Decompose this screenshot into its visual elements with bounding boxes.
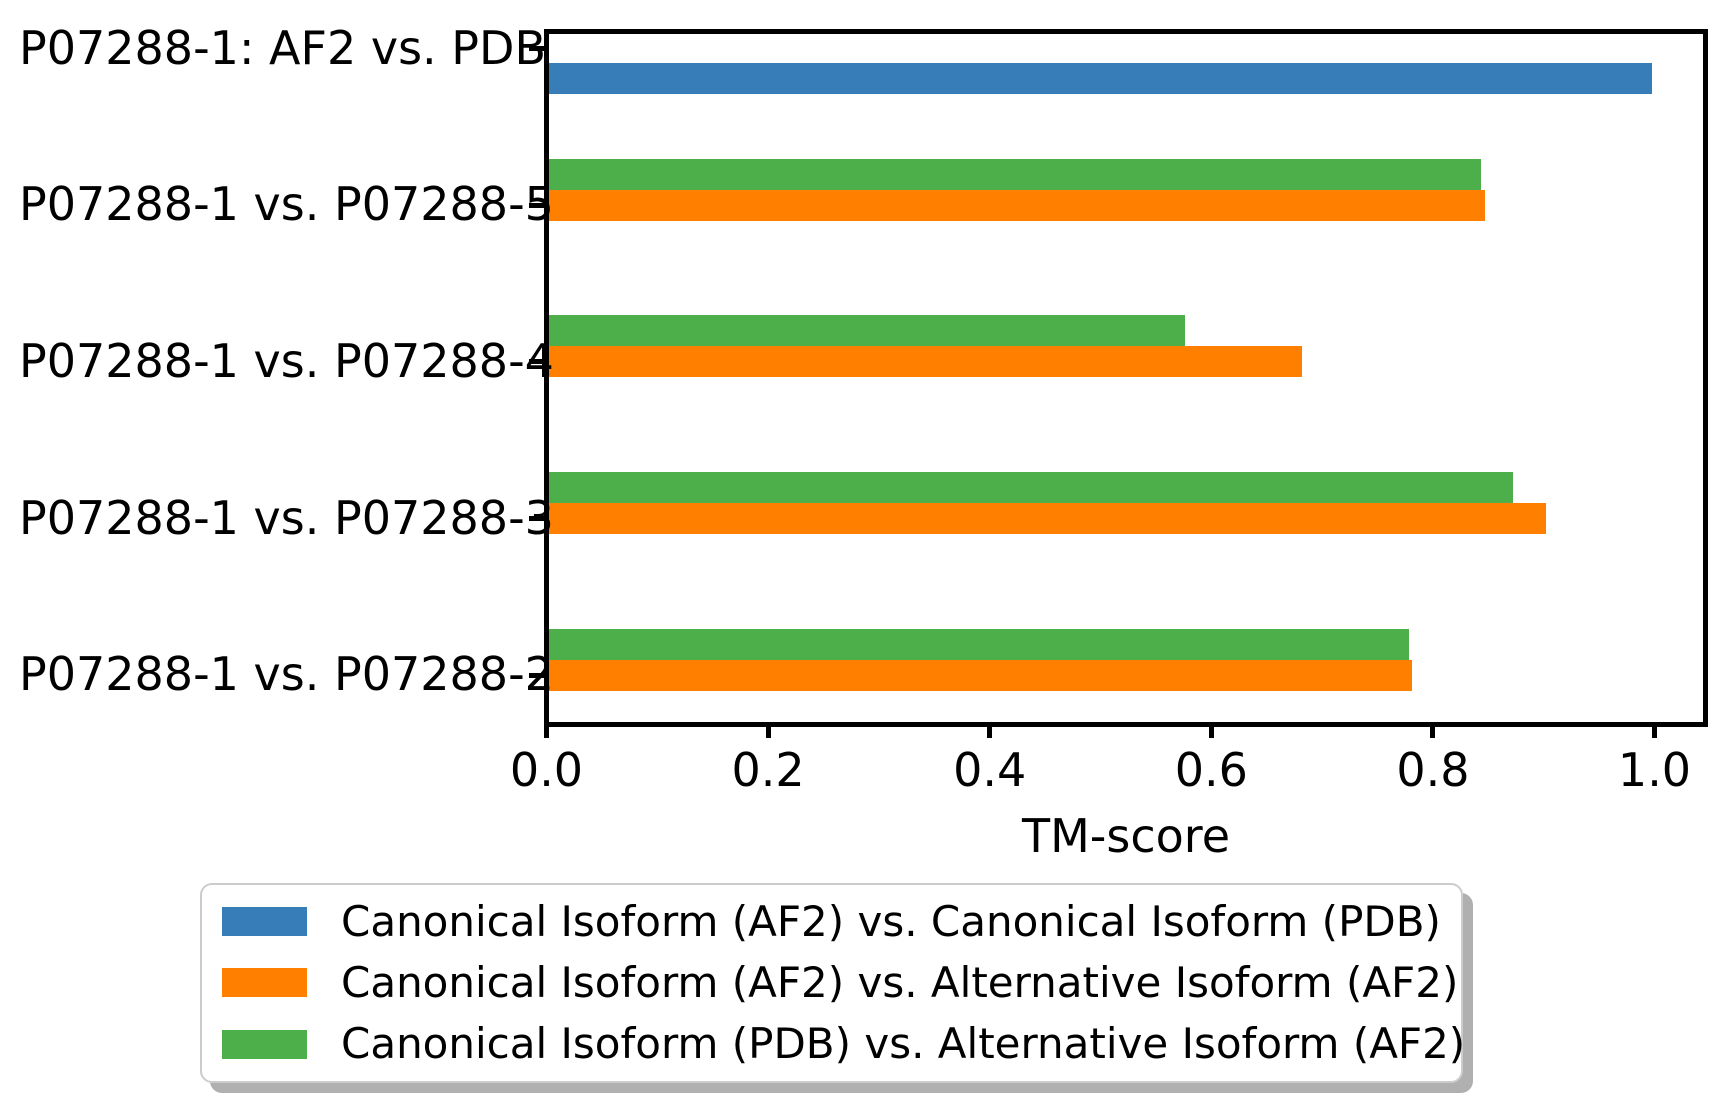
y-tick-mark (529, 46, 544, 52)
y-tick-label: P07288-1 vs. P07288-2 (19, 646, 554, 701)
y-tick-mark (529, 359, 544, 365)
legend-label: Canonical Isoform (PDB) vs. Alternative … (341, 1019, 1466, 1069)
x-axis-label: TM-score (1022, 809, 1230, 863)
x-tick-label: 1.0 (1617, 743, 1692, 797)
x-tick-mark (544, 725, 549, 738)
bar-series-0-category-0 (549, 63, 1653, 95)
y-tick-mark (529, 202, 544, 208)
y-tick-label: P07288-1 vs. P07288-4 (19, 333, 554, 388)
y-tick-mark (529, 516, 544, 521)
legend-item: Canonical Isoform (PDB) vs. Alternative … (222, 1014, 1465, 1075)
x-tick-mark (987, 725, 993, 738)
y-tick-label: P07288-1: AF2 vs. PDB (19, 20, 547, 75)
y-tick-label: P07288-1 vs. P07288-3 (19, 490, 554, 545)
x-tick-label: 0.8 (1396, 743, 1470, 797)
y-tick-mark (529, 672, 544, 678)
legend-swatch (222, 968, 307, 998)
x-tick-mark (1430, 725, 1436, 738)
bar-series-2-category-4 (549, 628, 1409, 660)
legend-label: Canonical Isoform (AF2) vs. Canonical Is… (341, 896, 1441, 946)
bar-series-2-category-3 (549, 472, 1513, 503)
bar-series-1-category-2 (549, 346, 1303, 378)
x-tick-label: 0.2 (731, 743, 805, 797)
legend-item: Canonical Isoform (AF2) vs. Canonical Is… (222, 891, 1441, 952)
bar-series-1-category-4 (549, 659, 1412, 691)
legend-label: Canonical Isoform (AF2) vs. Alternative … (341, 957, 1459, 1007)
bar-series-2-category-2 (549, 315, 1185, 347)
x-tick-mark (1208, 725, 1214, 738)
legend-swatch (222, 1029, 307, 1059)
legend-swatch (222, 907, 307, 937)
bar-series-1-category-1 (549, 189, 1485, 221)
y-tick-label: P07288-1 vs. P07288-5 (19, 177, 554, 232)
x-tick-mark (765, 725, 771, 738)
plot-area (544, 29, 1708, 727)
x-tick-mark (1652, 725, 1657, 738)
legend: Canonical Isoform (AF2) vs. Canonical Is… (200, 883, 1465, 1083)
bar-series-1-category-3 (549, 503, 1546, 534)
legend-item: Canonical Isoform (AF2) vs. Alternative … (222, 952, 1458, 1013)
x-tick-label: 0.6 (1174, 743, 1248, 797)
x-tick-label: 0.0 (509, 743, 584, 797)
x-tick-label: 0.4 (953, 743, 1027, 797)
bar-series-2-category-1 (549, 158, 1481, 190)
